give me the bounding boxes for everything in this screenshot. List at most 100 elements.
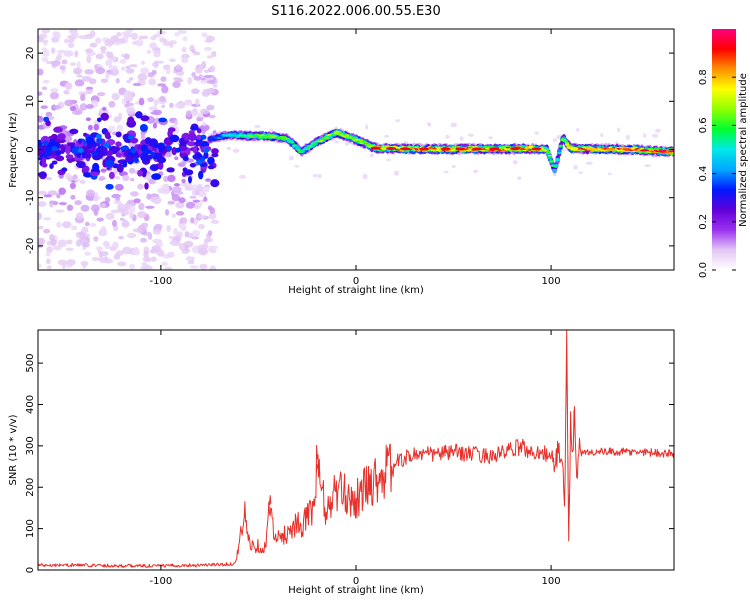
noise-speckle — [137, 183, 144, 190]
noise-speckle — [147, 265, 153, 270]
noise-speckle — [129, 177, 135, 182]
noise-speckle — [199, 263, 208, 270]
faint-speckle — [369, 153, 374, 158]
noise-speckle — [132, 228, 142, 233]
faint-speckle — [467, 133, 474, 137]
noise-blob — [188, 132, 197, 142]
noise-speckle — [171, 213, 177, 218]
colorbar-label: Normalized spectral amplitude — [738, 73, 749, 227]
ridge-cell — [235, 135, 240, 138]
y-tick-label: 10 — [25, 95, 36, 108]
noise-speckle — [119, 58, 127, 64]
noise-speckle — [168, 235, 174, 240]
noise-blob — [51, 141, 61, 148]
noise-speckle — [85, 104, 94, 109]
faint-speckle — [317, 173, 322, 179]
noise-blob — [61, 167, 68, 172]
noise-speckle — [190, 217, 195, 224]
noise-speckle — [63, 38, 69, 44]
ridge-cell — [432, 148, 437, 150]
noise-speckle — [41, 57, 49, 63]
faint-speckle — [576, 127, 580, 132]
ridge-cell — [279, 135, 284, 138]
noise-speckle — [74, 79, 85, 87]
noise-speckle — [41, 86, 48, 91]
noise-blob — [65, 154, 74, 160]
noise-speckle — [55, 209, 65, 213]
snr-series-line — [38, 330, 674, 568]
noise-speckle — [115, 78, 120, 84]
noise-blob — [67, 158, 73, 163]
noise-hotspot — [196, 160, 203, 166]
noise-speckle — [108, 100, 116, 108]
noise-speckle — [45, 251, 51, 257]
noise-hotspot — [127, 134, 134, 140]
noise-speckle — [182, 36, 188, 42]
noise-speckle — [111, 92, 120, 101]
faint-speckle — [254, 124, 261, 128]
x-tick-label: 100 — [542, 576, 561, 587]
x-tick-label: 0 — [353, 276, 359, 287]
noise-blob — [144, 137, 152, 145]
ridge-cell — [293, 144, 298, 146]
noise-speckle — [184, 231, 190, 238]
ridge-cell — [327, 135, 333, 139]
faint-speckle — [585, 161, 593, 165]
noise-speckle — [184, 244, 189, 252]
noise-blob — [51, 160, 58, 165]
noise-speckle — [184, 186, 194, 191]
noise-speckle — [86, 189, 96, 198]
noise-speckle — [70, 62, 76, 67]
noise-blob — [75, 140, 84, 148]
noise-speckle — [64, 173, 72, 180]
noise-blob — [76, 160, 86, 169]
noise-blob — [115, 141, 122, 147]
ridge-cell — [319, 139, 325, 142]
noise-speckle — [205, 88, 216, 94]
noise-blob — [119, 146, 130, 151]
noise-speckle — [108, 65, 119, 70]
noise-speckle — [113, 42, 122, 46]
noise-speckle — [85, 48, 94, 54]
noise-blob — [184, 169, 194, 176]
faint-speckle — [312, 173, 318, 178]
ridge-cell — [269, 135, 275, 137]
noise-speckle — [203, 69, 210, 73]
noise-speckle — [199, 247, 208, 256]
noise-speckle — [85, 86, 94, 90]
noise-blob — [158, 117, 168, 123]
noise-speckle — [156, 249, 165, 257]
noise-speckle — [160, 76, 167, 82]
ridge-cell — [549, 160, 554, 163]
noise-speckle — [105, 212, 115, 220]
noise-speckle — [179, 217, 188, 225]
noise-speckle — [193, 205, 201, 209]
noise-speckle — [207, 230, 213, 236]
noise-blob — [105, 150, 113, 157]
noise-blob — [187, 175, 192, 184]
noise-speckle — [191, 188, 196, 196]
noise-speckle — [195, 98, 200, 107]
noise-speckle — [56, 221, 62, 228]
noise-speckle — [167, 200, 175, 205]
ridge-cell — [564, 142, 570, 144]
ridge-peak — [588, 147, 597, 151]
noise-speckle — [123, 53, 130, 60]
noise-hotspot — [182, 156, 189, 162]
noise-speckle — [154, 223, 163, 230]
noise-blob — [186, 141, 196, 147]
noise-speckle — [78, 35, 89, 40]
noise-hotspot — [95, 148, 102, 154]
ridge-cell — [566, 145, 571, 148]
ridge-cell — [410, 147, 415, 149]
noise-speckle — [148, 78, 157, 86]
noise-blob — [67, 142, 76, 147]
faint-speckle — [655, 128, 661, 133]
noise-speckle — [78, 91, 88, 96]
noise-speckle — [91, 256, 100, 262]
ridge-peak — [386, 146, 397, 150]
noise-blob — [92, 162, 100, 172]
ridge-cell — [600, 149, 606, 152]
faint-speckle — [386, 158, 391, 162]
